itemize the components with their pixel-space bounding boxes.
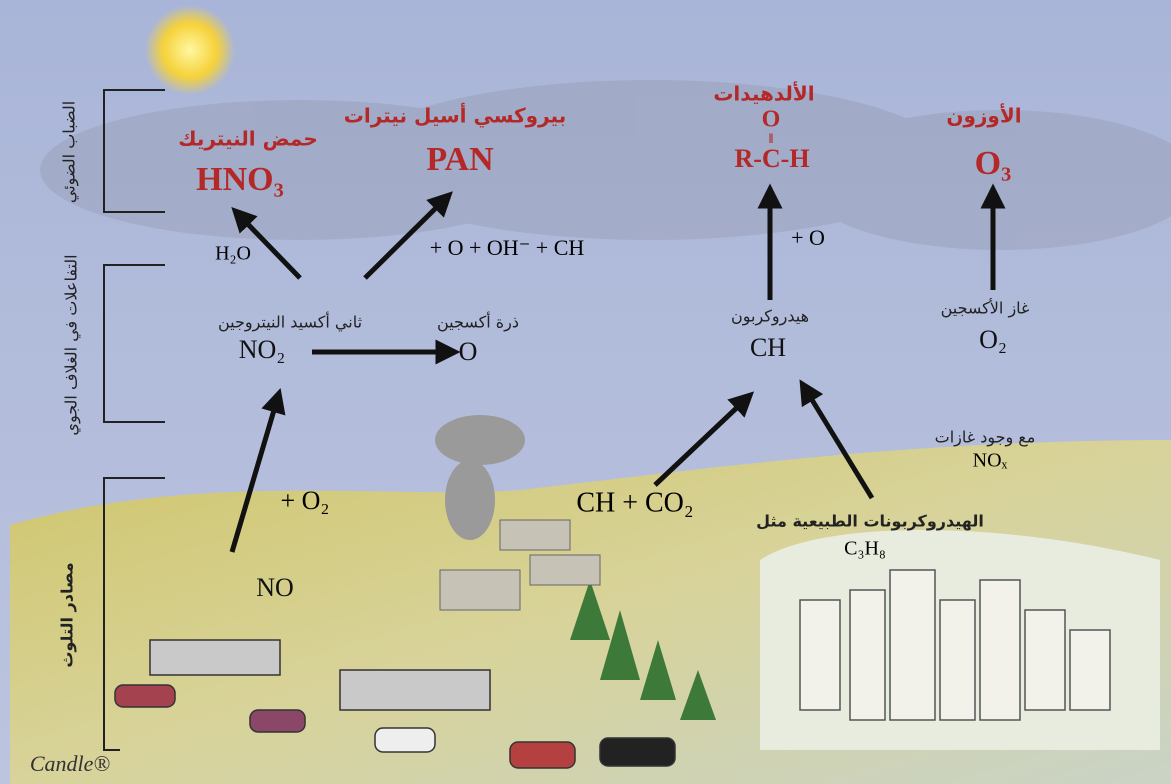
reactant-formula: CH — [750, 333, 786, 362]
source-formula: NO — [256, 573, 294, 602]
source-formula: C₃H₈ — [844, 538, 886, 560]
reaction-label: + O — [791, 225, 825, 250]
condition-formula: NOₓ — [973, 450, 1008, 472]
product-formula: R-C-H — [734, 144, 809, 173]
side-label: مصادر التلوث — [58, 562, 77, 667]
reactant-name: هيدروكربون — [731, 307, 809, 327]
side-label: التفاعلات في الغلاف الجوي — [62, 254, 82, 435]
diagram: الضباب الضوئي التفاعلات في الغلاف الجوي … — [0, 0, 1171, 784]
reaction-label: CH + CO₂ — [576, 487, 693, 518]
reactant-formula: NO₂ — [239, 335, 286, 364]
product-formula: PAN — [426, 141, 494, 178]
side-label: الضباب الضوئي — [60, 101, 80, 203]
reaction-label: + O₂ — [280, 486, 329, 515]
reactant-formula: O₂ — [979, 325, 1007, 354]
watermark: Candle® — [30, 751, 111, 776]
product-formula: HNO₃ — [196, 161, 284, 198]
product-top: O — [762, 107, 781, 133]
reactant-name: غاز الأكسجين — [941, 298, 1030, 319]
reaction-label: + O + OH⁻ + CH — [430, 235, 585, 260]
product-name: حمض النيتريك — [178, 127, 318, 151]
reactant-name: ذرة أكسجين — [437, 312, 519, 333]
reaction-label: H₂O — [215, 243, 251, 265]
reactant-name: ثاني أكسيد النيتروجين — [218, 312, 362, 333]
product-name: بيروكسي أسيل نيترات — [344, 102, 566, 129]
reactant-formula: O — [459, 337, 478, 366]
product-name: الأوزون — [946, 103, 1021, 128]
source-label: الهيدروكربونات الطبيعية مثل — [756, 512, 984, 531]
product-formula: O₃ — [975, 145, 1012, 182]
condition-text: مع وجود غازات — [935, 428, 1036, 448]
product-name: الألدهيدات — [713, 81, 814, 106]
